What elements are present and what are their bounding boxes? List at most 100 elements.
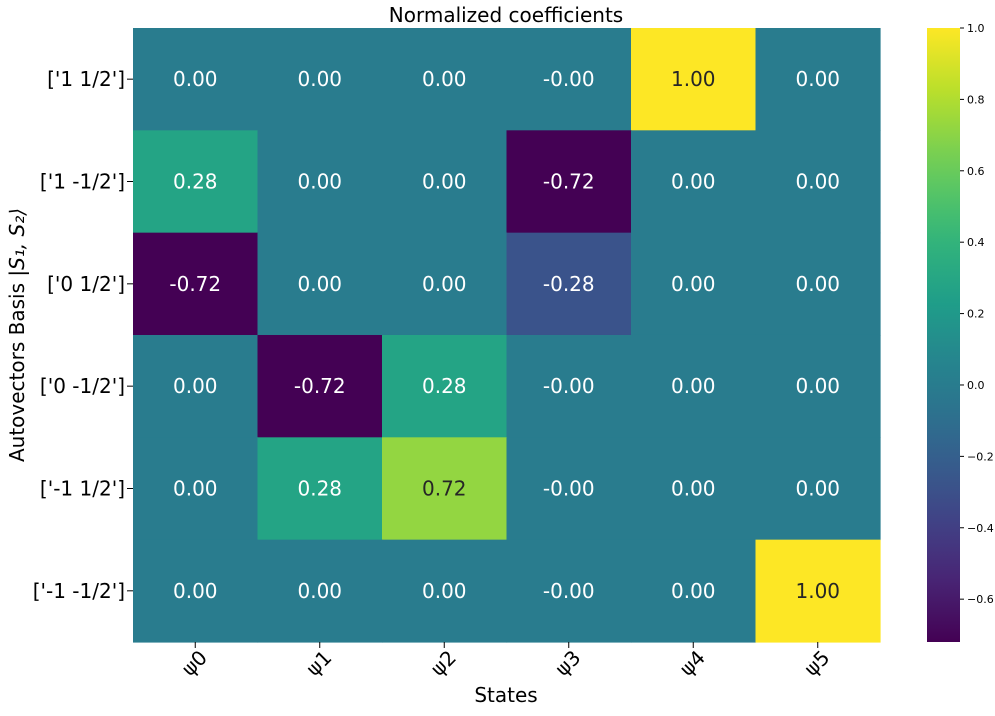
heatmap-cell [382, 232, 508, 336]
cell-annotation: 0.00 [671, 476, 716, 500]
cell-annotation: 0.28 [422, 374, 467, 398]
heatmap-cell [755, 539, 881, 643]
cell-annotation: -0.72 [169, 272, 221, 296]
y-tick-label: ['-1 1/2'] [40, 476, 125, 500]
cell-annotation: 0.00 [173, 579, 218, 603]
heatmap-cell [133, 334, 259, 438]
y-tick-label: ['-1 -1/2'] [33, 579, 125, 603]
colorbar-tick-label: 0.4 [967, 236, 985, 249]
y-axis-label-math: |S₁, S₂⟩ [5, 208, 29, 277]
cell-annotation: 1.00 [795, 579, 840, 603]
heatmap-cell [133, 130, 259, 234]
heatmap-cell [133, 437, 259, 541]
cell-annotation: 0.00 [795, 272, 840, 296]
x-tick-label: ψ4 [675, 645, 710, 680]
cell-annotation: 0.00 [422, 579, 467, 603]
heatmap-cell [506, 130, 632, 234]
cell-annotation: -0.72 [294, 374, 346, 398]
heatmap-cell [257, 437, 383, 541]
heatmap-cell [755, 437, 881, 541]
colorbar-tick-label: 0.8 [967, 93, 985, 106]
colorbar-tick-label: 0.0 [967, 379, 985, 392]
cell-annotations: 0.00 0.00 0.00 -0.00 1.00 0.00 0.28 0.00 0.00 -0.… [169, 67, 840, 603]
y-axis-label: Autovectors Basis |S₁, S₂⟩ [5, 208, 29, 462]
colorbar-tick-label: −0.4 [967, 522, 994, 535]
heatmap-cell [257, 232, 383, 336]
heatmap-cell [133, 539, 259, 643]
cell-annotation: 0.00 [795, 476, 840, 500]
heatmap-cell [755, 130, 881, 234]
heatmap-cell [506, 539, 632, 643]
heatmap-cell [133, 232, 259, 336]
heatmap-cell [755, 28, 881, 131]
heatmap-cell [382, 130, 508, 234]
cell-annotation: 0.00 [795, 374, 840, 398]
heatmap-cell [631, 130, 757, 234]
cell-annotation: 0.00 [795, 169, 840, 193]
cell-annotation: 0.28 [173, 169, 218, 193]
heatmap-cell [382, 539, 508, 643]
heatmap-cell [382, 334, 508, 438]
cell-annotation: 0.00 [422, 169, 467, 193]
cell-annotation: 0.00 [422, 272, 467, 296]
colorbar-tick-label: −0.6 [967, 593, 994, 606]
colorbar-tick-label: 0.6 [967, 165, 985, 178]
cell-annotation: 0.00 [173, 374, 218, 398]
heatmap-cell [506, 28, 632, 131]
heatmap-cell [257, 130, 383, 234]
heatmap-cell [257, 28, 383, 131]
cell-annotation: -0.00 [543, 579, 595, 603]
cell-annotation: -0.72 [543, 169, 595, 193]
x-tick-label: ψ2 [426, 645, 461, 680]
heatmap-cell [506, 437, 632, 541]
heatmap-cell [631, 334, 757, 438]
colorbar-ticks: 1.0 0.8 0.6 0.4 0.2 0.0 −0.2 −0.4 −0.6 [960, 22, 994, 606]
y-axis-label-text: Autovectors Basis [5, 277, 29, 462]
cell-annotation: 1.00 [671, 67, 716, 91]
heatmap-cell [755, 232, 881, 336]
y-tick-labels: ['1 1/2'] ['1 -1/2'] ['0 1/2'] ['0 -1/2'] ['… [33, 67, 133, 603]
x-tick-label: ψ1 [301, 645, 336, 680]
heatmap-cells [133, 28, 881, 643]
heatmap-cell [133, 28, 259, 131]
heatmap-cell [631, 232, 757, 336]
x-tick-label: ψ0 [177, 645, 212, 680]
x-tick-label: ψ3 [550, 645, 585, 680]
heatmap-cell [755, 334, 881, 438]
cell-annotation: 0.00 [422, 67, 467, 91]
x-tick-label: ψ5 [799, 645, 834, 680]
cell-annotation: 0.00 [671, 579, 716, 603]
heatmap-cell [631, 437, 757, 541]
cell-annotation: -0.00 [543, 67, 595, 91]
cell-annotation: 0.00 [671, 169, 716, 193]
heatmap-cell [257, 334, 383, 438]
chart-title: Normalized coefficients [389, 3, 623, 27]
x-tick-labels: ψ0 ψ1 ψ2 ψ3 ψ4 ψ5 [177, 641, 834, 681]
cell-annotation: 0.28 [297, 476, 342, 500]
cell-annotation: 0.72 [422, 476, 467, 500]
y-tick-label: ['1 1/2'] [47, 67, 125, 91]
cell-annotation: 0.00 [795, 67, 840, 91]
y-tick-label: ['1 -1/2'] [40, 169, 125, 193]
heatmap-cell [506, 334, 632, 438]
heatmap-cell [506, 232, 632, 336]
colorbar-tick-label: 1.0 [967, 22, 985, 35]
cell-annotation: 0.00 [671, 272, 716, 296]
colorbar-tick-label: 0.2 [967, 308, 985, 321]
cell-annotation: 0.00 [297, 272, 342, 296]
cell-annotation: -0.00 [543, 476, 595, 500]
cell-annotation: 0.00 [297, 169, 342, 193]
cell-annotation: 0.00 [173, 67, 218, 91]
heatmap-cell [631, 539, 757, 643]
heatmap-cell [382, 28, 508, 131]
cell-annotation: -0.00 [543, 374, 595, 398]
heatmap-cell [631, 28, 757, 131]
cell-annotation: 0.00 [297, 67, 342, 91]
cell-annotation: 0.00 [173, 476, 218, 500]
cell-annotation: 0.00 [671, 374, 716, 398]
colorbar-tick-label: −0.2 [967, 450, 994, 463]
colorbar [927, 28, 960, 642]
heatmap-cell [257, 539, 383, 643]
